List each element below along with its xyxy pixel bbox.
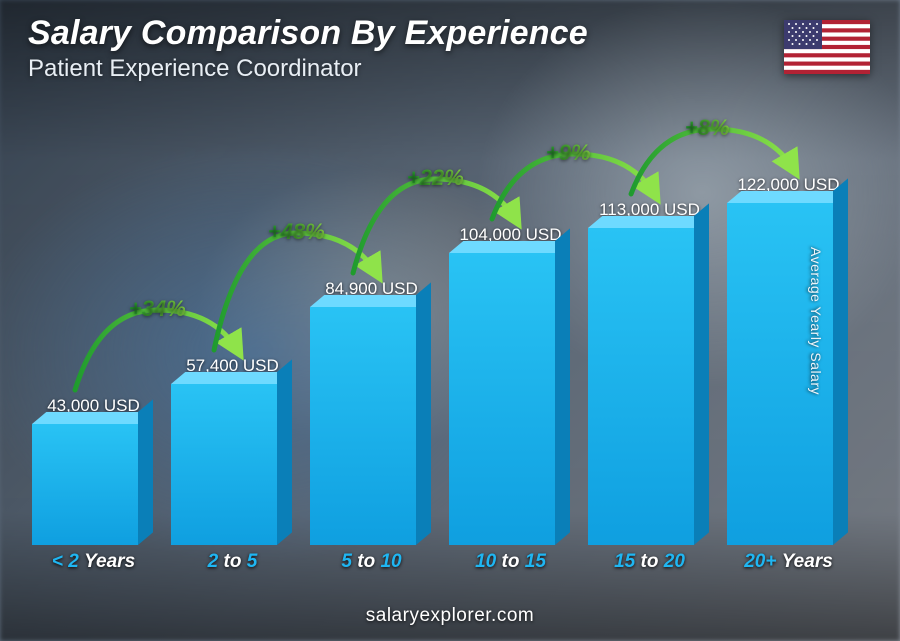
footer-attribution: salaryexplorer.com <box>0 605 900 627</box>
bar-1: 57,400 USD <box>171 356 294 545</box>
x-axis-label: 20+ Years <box>727 551 850 573</box>
bar-shape <box>727 203 850 545</box>
pct-label: +9% <box>546 140 591 166</box>
bar-shape <box>310 307 433 545</box>
country-flag-icon <box>784 20 870 74</box>
x-axis: < 2 Years 2 to 5 5 to 10 10 to 15 15 to 20 20… <box>28 551 854 573</box>
pct-label: +22% <box>407 165 464 191</box>
bar-3: 104,000 USD <box>449 225 572 545</box>
bar-chart: 43,000 USD57,400 USD84,900 USD104,000 US… <box>28 106 854 567</box>
y-axis-label: Average Yearly Salary <box>808 247 824 395</box>
bar-2: 84,900 USD <box>310 279 433 545</box>
bar-shape <box>32 424 155 545</box>
bar-shape <box>171 384 294 545</box>
bar-4: 113,000 USD <box>588 200 711 545</box>
x-axis-label: 15 to 20 <box>588 551 711 573</box>
bar-0: 43,000 USD <box>32 396 155 545</box>
chart-subtitle: Patient Experience Coordinator <box>28 55 872 83</box>
pct-label: +48% <box>268 219 325 245</box>
x-axis-label: 10 to 15 <box>449 551 572 573</box>
x-axis-label: 2 to 5 <box>171 551 294 573</box>
x-axis-label: < 2 Years <box>32 551 155 573</box>
bar-shape <box>588 228 711 545</box>
chart-title: Salary Comparison By Experience <box>28 14 872 53</box>
pct-label: +34% <box>129 296 186 322</box>
bar-5: 122,000 USD <box>727 175 850 545</box>
pct-label: +8% <box>685 115 730 141</box>
header: Salary Comparison By Experience Patient … <box>28 14 872 83</box>
x-axis-label: 5 to 10 <box>310 551 433 573</box>
bar-shape <box>449 253 572 545</box>
